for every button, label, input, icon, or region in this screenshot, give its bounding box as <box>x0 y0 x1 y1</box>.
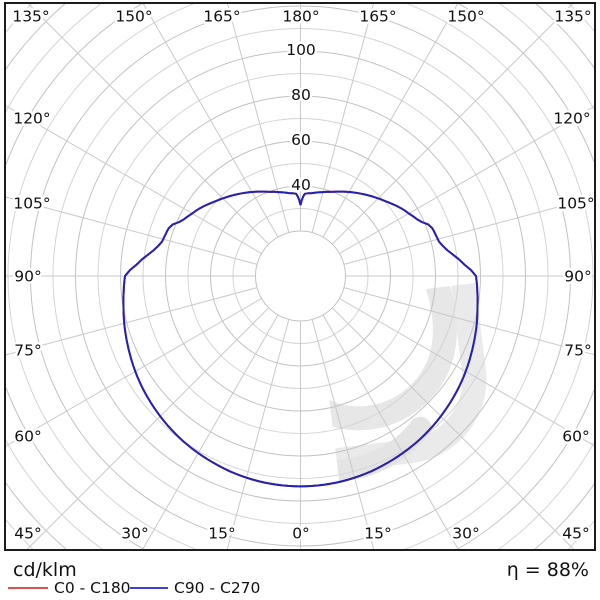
legend-entry-c0-c180: C0 - C180 <box>8 579 131 597</box>
grid-spoke <box>331 307 576 550</box>
legend-label-c0-c180: C0 - C180 <box>54 579 131 597</box>
angle-label: 30° <box>121 525 148 543</box>
angle-label: 165° <box>359 8 396 26</box>
angle-label: 15° <box>208 525 235 543</box>
angle-label: 45° <box>562 525 589 543</box>
angle-label: 75° <box>14 342 41 360</box>
angle-label: 150° <box>115 8 152 26</box>
angle-label: 30° <box>452 525 479 543</box>
unit-label: cd/klm <box>13 559 77 581</box>
grid-spoke <box>25 307 270 550</box>
angle-labels: 135° 150° 165° 180° 165° 150° 135° 120° 105° 90° 7… <box>10 5 597 545</box>
grid-spoke <box>5 287 258 356</box>
grid-spoke <box>142 3 279 238</box>
grid-spoke <box>226 319 290 550</box>
legend-area: cd/klm η = 88% C0 - C180 C90 - C270 <box>0 553 600 600</box>
angle-label: 105° <box>13 195 50 213</box>
grid-spoke <box>311 319 375 550</box>
radial-tick-label: 40 <box>291 176 311 194</box>
grid-spoke <box>5 196 258 265</box>
angle-label: 60° <box>14 428 41 446</box>
grid-spoke <box>339 298 595 447</box>
watermark-smile <box>317 416 432 482</box>
grid-spoke <box>339 105 595 254</box>
radial-tick-label: 100 <box>286 41 316 59</box>
angle-label: 90° <box>14 268 41 286</box>
angle-label: 0° <box>292 525 310 543</box>
angle-label: 105° <box>557 195 594 213</box>
radial-tick-labels: 40 60 80 100 <box>284 39 319 197</box>
radial-tick-label: 60 <box>291 131 311 149</box>
angle-label: 180° <box>282 8 319 26</box>
angle-label: 60° <box>562 428 589 446</box>
grid-spoke <box>322 3 459 238</box>
grid-spoke <box>322 314 460 550</box>
angle-label: 75° <box>564 342 591 360</box>
grid-spoke <box>311 3 375 233</box>
curve-c90-c270 <box>122 190 479 488</box>
legend-line-blue <box>130 587 168 589</box>
angle-label: 135° <box>554 8 591 26</box>
angle-label: 165° <box>203 8 240 26</box>
distribution-curves <box>122 190 479 488</box>
angle-label: 135° <box>12 8 49 26</box>
legend-label-c90-c270: C90 - C270 <box>174 579 261 597</box>
angle-label: 120° <box>13 110 50 128</box>
grid-spoke <box>5 298 262 448</box>
grid-spoke <box>5 104 262 254</box>
grid-spoke <box>343 287 595 356</box>
angle-label: 90° <box>564 268 591 286</box>
grid-spoke <box>343 196 595 265</box>
grid-spoke <box>26 3 270 245</box>
grid-spoke <box>141 314 279 550</box>
grid-spoke <box>226 3 290 233</box>
radial-tick-label: 80 <box>291 86 311 104</box>
grid-spoke <box>331 3 575 245</box>
watermark-hook <box>317 243 457 431</box>
angle-label: 15° <box>364 525 391 543</box>
angle-label: 120° <box>553 110 590 128</box>
plot-border <box>4 2 596 551</box>
efficiency-label: η = 88% <box>506 559 589 581</box>
legend-entry-c90-c270: C90 - C270 <box>130 579 260 597</box>
angle-label: 45° <box>14 525 41 543</box>
angle-label: 150° <box>447 8 484 26</box>
legend-line-red <box>8 587 48 589</box>
